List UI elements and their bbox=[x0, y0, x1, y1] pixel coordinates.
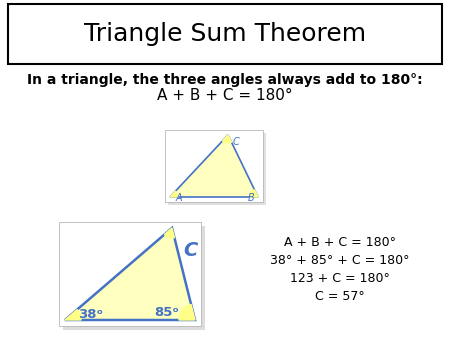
Text: B: B bbox=[248, 193, 254, 203]
Text: In a triangle, the three angles always add to 180°:: In a triangle, the three angles always a… bbox=[27, 73, 423, 87]
Text: A + B + C = 180°: A + B + C = 180° bbox=[284, 237, 396, 249]
Text: A: A bbox=[176, 193, 182, 203]
Text: 123 + C = 180°: 123 + C = 180° bbox=[290, 272, 390, 286]
FancyBboxPatch shape bbox=[168, 133, 266, 205]
Polygon shape bbox=[179, 305, 195, 320]
Text: 38ᵒ: 38ᵒ bbox=[78, 308, 104, 320]
Text: Triangle Sum Theorem: Triangle Sum Theorem bbox=[84, 22, 366, 46]
FancyBboxPatch shape bbox=[165, 130, 263, 202]
Text: C: C bbox=[233, 137, 239, 147]
FancyBboxPatch shape bbox=[59, 222, 201, 326]
FancyBboxPatch shape bbox=[8, 4, 442, 64]
Text: 38° + 85° + C = 180°: 38° + 85° + C = 180° bbox=[270, 255, 410, 267]
Polygon shape bbox=[170, 135, 258, 197]
Polygon shape bbox=[223, 135, 231, 143]
FancyBboxPatch shape bbox=[63, 226, 205, 330]
Polygon shape bbox=[65, 228, 195, 320]
Polygon shape bbox=[164, 228, 175, 238]
Text: 85ᵒ: 85ᵒ bbox=[154, 307, 180, 319]
Text: C: C bbox=[183, 241, 197, 260]
Polygon shape bbox=[250, 190, 258, 197]
Text: A + B + C = 180°: A + B + C = 180° bbox=[157, 89, 293, 103]
Polygon shape bbox=[170, 191, 178, 197]
Text: C = 57°: C = 57° bbox=[315, 290, 365, 304]
Polygon shape bbox=[65, 310, 81, 320]
